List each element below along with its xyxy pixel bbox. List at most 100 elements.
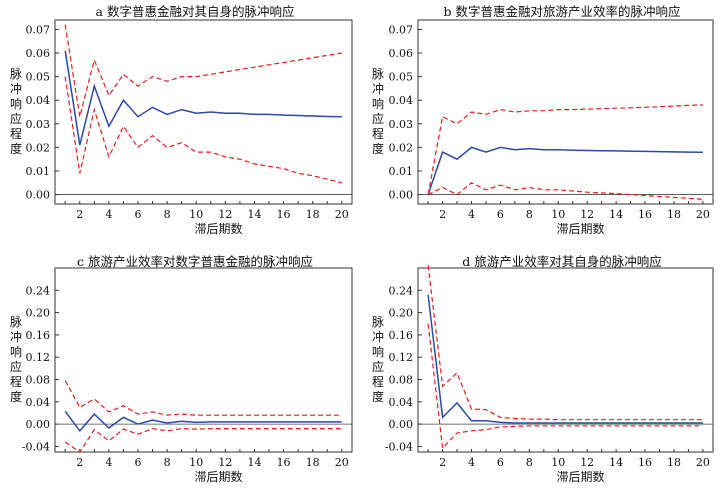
x-tick-label: 12: [218, 456, 232, 469]
y-axis-label: 脉冲响应程度: [372, 66, 384, 156]
y-tick-label: -0.04: [385, 440, 413, 453]
y-tick-label: 0.06: [26, 47, 51, 60]
y-tick-label: 0.06: [389, 47, 414, 60]
x-tick-label: 10: [189, 456, 203, 469]
x-tick-label: 4: [105, 208, 112, 221]
y-tick-label: 0.20: [389, 307, 414, 320]
x-tick-label: 10: [551, 208, 565, 221]
response-line: [64, 50, 342, 146]
x-tick-label: 20: [335, 456, 349, 469]
confidence-band-line: [64, 24, 342, 117]
y-tick-label: 0.12: [389, 351, 414, 364]
x-tick-label: 2: [439, 456, 446, 469]
y-axis-label: 脉冲响应程度: [10, 314, 22, 404]
y-tick-label: 0.01: [389, 165, 414, 178]
x-tick-label: 6: [134, 456, 141, 469]
x-tick-label: 16: [638, 456, 652, 469]
y-tick-label: 0.03: [389, 118, 414, 131]
x-tick-label: 14: [247, 456, 261, 469]
y-tick-label: 0.04: [26, 396, 51, 409]
y-tick-label: 0.05: [26, 71, 51, 84]
confidence-band-line: [427, 265, 703, 421]
x-tick-label: 20: [335, 208, 349, 221]
plot-frame: [417, 267, 714, 453]
x-tick-label: 16: [638, 208, 652, 221]
x-tick-label: 4: [468, 208, 475, 221]
x-axis-label: 滞后期数: [556, 221, 604, 236]
response-line: [427, 294, 703, 424]
plot-frame: [417, 19, 714, 205]
panel-title: c 旅游产业效率对数字普惠金融的脉冲响应: [77, 254, 313, 269]
x-tick-label: 2: [76, 208, 83, 221]
panel-title: b 数字普惠金融对旅游产业效率的脉冲响应: [444, 4, 681, 19]
y-tick-label: 0.04: [389, 396, 414, 409]
x-tick-label: 14: [609, 456, 623, 469]
x-tick-label: 20: [696, 456, 710, 469]
x-tick-label: 18: [306, 208, 320, 221]
chart-panel-b: 0.00 0.01 0.02 0.03 0.04 0.05 0.06 0.07 2 4 6 8 10 12…: [372, 4, 714, 236]
y-tick-label: 0.24: [26, 284, 51, 297]
x-tick-label: 6: [134, 208, 141, 221]
y-tick-label: 0.04: [389, 94, 414, 107]
y-axis-label: 脉冲响应程度: [10, 66, 22, 156]
response-line: [64, 410, 342, 432]
x-tick-label: 12: [580, 456, 594, 469]
x-tick-label: 18: [667, 208, 681, 221]
x-tick-label: 8: [164, 456, 171, 469]
y-tick-label: 0.00: [389, 418, 414, 431]
x-tick-label: 10: [189, 208, 203, 221]
x-tick-label: 6: [497, 456, 504, 469]
y-tick-label: 0.07: [389, 23, 414, 36]
x-axis-label: 滞后期数: [194, 221, 242, 236]
x-tick-label: 18: [667, 456, 681, 469]
confidence-band-line: [427, 323, 703, 450]
panel-title: d 旅游产业效率对其自身的脉冲响应: [462, 254, 661, 269]
chart-panel-d: -0.04 0.00 0.04 0.08 0.12 0.16 0.20 0.24 2 4 6 8 10 1…: [372, 254, 714, 484]
x-axis-label: 滞后期数: [194, 469, 242, 484]
chart-panel-c: -0.04 0.00 0.04 0.08 0.12 0.16 0.20 0.24 2 4 6 8 10 1…: [10, 254, 353, 484]
x-tick-label: 12: [218, 208, 232, 221]
panel-title: a 数字普惠金融对其自身的脉冲响应: [96, 4, 295, 19]
x-tick-label: 2: [439, 208, 446, 221]
y-tick-label: 0.07: [26, 23, 51, 36]
confidence-band-line: [64, 427, 342, 453]
confidence-band-line: [64, 76, 342, 184]
y-tick-label: 0.02: [389, 141, 414, 154]
x-axis-label: 滞后期数: [556, 469, 604, 484]
y-tick-label: 0.08: [389, 374, 414, 387]
y-tick-label: 0.08: [26, 374, 51, 387]
y-tick-label: -0.04: [22, 440, 50, 453]
y-tick-label: 0.04: [26, 94, 51, 107]
confidence-band-line: [64, 380, 342, 416]
x-tick-label: 14: [609, 208, 623, 221]
chart-panel-a: 0.00 0.01 0.02 0.03 0.04 0.05 0.06 0.07 2 4 6 8 10 12…: [10, 4, 353, 236]
x-tick-label: 4: [468, 456, 475, 469]
x-tick-label: 18: [306, 456, 320, 469]
y-tick-label: 0.01: [26, 165, 51, 178]
response-line: [427, 146, 703, 195]
y-tick-label: 0.16: [26, 329, 51, 342]
y-tick-label: 0.05: [389, 71, 414, 84]
y-tick-label: 0.24: [389, 284, 414, 297]
x-tick-label: 16: [277, 208, 291, 221]
y-tick-label: 0.16: [389, 329, 414, 342]
x-tick-label: 12: [580, 208, 594, 221]
y-tick-label: 0.02: [26, 141, 51, 154]
x-tick-label: 8: [164, 208, 171, 221]
x-tick-label: 8: [526, 208, 533, 221]
y-tick-label: 0.00: [26, 418, 51, 431]
x-tick-label: 14: [247, 208, 261, 221]
y-tick-label: 0.00: [26, 189, 51, 202]
confidence-band-line: [427, 104, 703, 195]
y-tick-label: 0.12: [26, 351, 51, 364]
plot-frame: [54, 267, 353, 453]
x-tick-label: 4: [105, 456, 112, 469]
x-tick-label: 8: [526, 456, 533, 469]
x-tick-label: 6: [497, 208, 504, 221]
y-tick-label: 0.03: [26, 118, 51, 131]
plot-frame: [54, 19, 353, 205]
x-tick-label: 2: [76, 456, 83, 469]
y-tick-label: 0.00: [389, 189, 414, 202]
x-tick-label: 20: [696, 208, 710, 221]
